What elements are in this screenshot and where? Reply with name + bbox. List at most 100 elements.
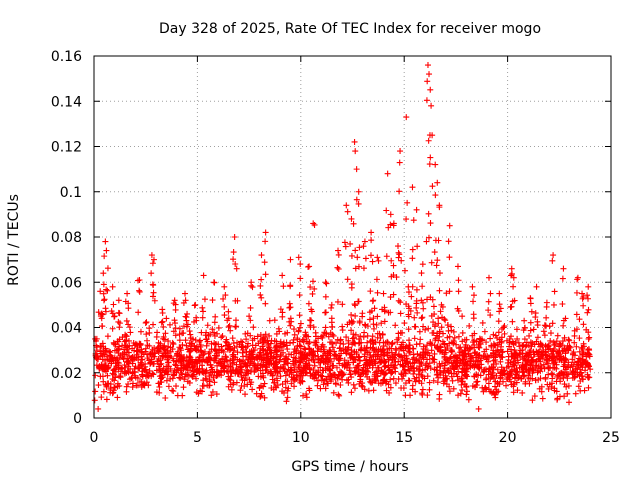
data-point [143,379,150,386]
data-point [204,322,211,329]
data-point [547,337,554,344]
data-point [527,319,534,326]
data-point [439,338,446,345]
data-point [440,380,447,387]
data-point [449,348,456,355]
data-point [554,396,561,403]
data-point [372,369,379,376]
data-point [511,381,518,388]
data-point [489,369,496,376]
data-point [227,346,234,353]
data-point [207,361,214,368]
data-point [277,373,284,380]
data-point [528,357,535,364]
data-point [583,326,590,333]
data-point [566,343,573,350]
data-point [405,289,412,296]
data-point [431,249,438,256]
data-point [397,148,404,155]
data-point [211,319,218,326]
data-point [587,366,594,373]
data-point [580,349,587,356]
data-point [169,346,176,353]
data-point [287,322,294,329]
data-point [93,347,100,354]
data-point [300,392,307,399]
data-point [409,246,416,253]
data-point [510,389,517,396]
data-point [163,377,170,384]
data-point [425,137,432,144]
data-point [125,363,132,370]
data-point [156,383,163,390]
data-point [284,368,291,375]
data-point [380,343,387,350]
data-point [361,238,368,245]
data-point [579,361,586,368]
data-point [121,370,128,377]
data-point [187,331,194,338]
data-point [428,259,435,266]
data-point [221,303,228,310]
data-point [377,335,384,342]
data-point [440,330,447,337]
data-point [487,290,494,297]
data-point [429,296,436,303]
data-point [585,306,592,313]
data-point [328,301,335,308]
data-point [310,352,317,359]
data-point [258,294,265,301]
data-point [384,338,391,345]
data-point [206,382,213,389]
data-point [324,349,331,356]
data-point [293,346,300,353]
data-point [150,321,157,328]
data-point [233,361,240,368]
data-point [222,353,229,360]
data-point [543,303,550,310]
data-point [389,369,396,376]
data-point [317,385,324,392]
data-point [351,385,358,392]
data-point [513,326,520,333]
data-point [436,204,443,211]
data-point [494,347,501,354]
data-point [360,265,367,272]
data-point [453,341,460,348]
data-point [356,318,363,325]
data-point [585,335,592,342]
data-point [262,331,269,338]
data-point [309,278,316,285]
data-point [302,329,309,336]
data-point [339,323,346,330]
data-point [398,257,405,264]
data-point [314,382,321,389]
data-point [243,336,250,343]
data-point [569,368,576,375]
data-point [352,302,359,309]
data-point [527,348,534,355]
data-point [458,348,465,355]
data-point [394,243,401,250]
data-point [398,385,405,392]
data-point [471,344,478,351]
data-point [455,392,462,399]
data-point [151,345,158,352]
data-point [570,371,577,378]
data-point [284,346,291,353]
data-point [455,345,462,352]
data-point [230,381,237,388]
data-point [462,347,469,354]
data-point [368,237,375,244]
data-point [545,385,552,392]
data-point [487,335,494,342]
data-point [348,284,355,291]
data-point [184,367,191,374]
data-point [553,378,560,385]
data-point [446,288,453,295]
data-point [281,341,288,348]
data-point [572,390,579,397]
data-point [287,315,294,322]
data-point [261,259,268,266]
data-point [459,329,466,336]
